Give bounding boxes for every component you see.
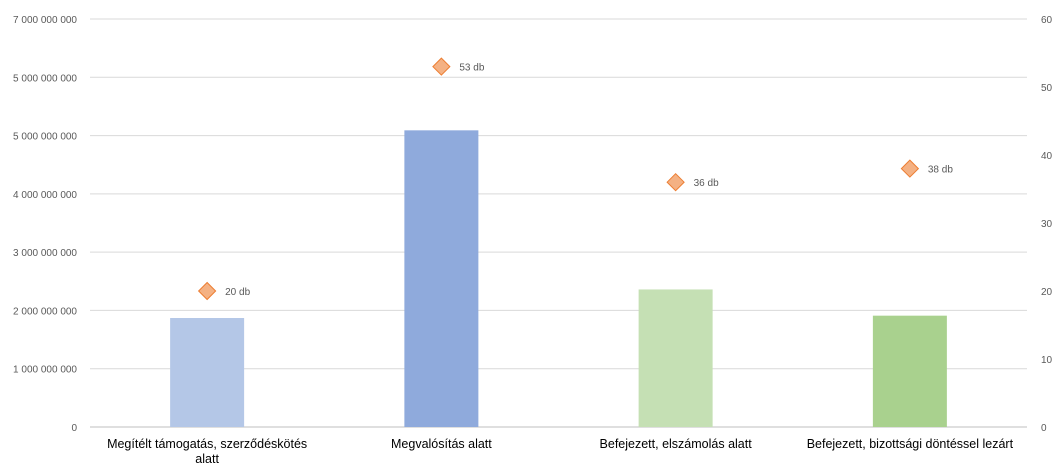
left-axis-tick-labels: 0 1 000 000 000 2 000 000 000 3 000 000 000…	[13, 15, 77, 434]
category-label-line: alatt	[195, 452, 219, 466]
bar	[872, 315, 947, 427]
category-label: Megítélt támogatás, szerződéskötés alatt	[107, 437, 307, 466]
right-axis-tick-label: 30	[1041, 219, 1053, 230]
category-label-line: Befejezett, bizottsági döntéssel lezárt	[807, 437, 1014, 451]
left-axis-tick-label: 2 000 000 000	[13, 306, 77, 317]
category-label-line: Befejezett, elszámolás alatt	[600, 437, 753, 451]
count-marker-label: 36 db	[694, 178, 719, 189]
left-axis-tick-label: 0	[71, 423, 77, 434]
right-axis-tick-labels: 0 10 20 30 40 50 60	[1041, 15, 1053, 434]
bar	[170, 318, 245, 427]
count-marker	[900, 159, 920, 178]
right-axis-tick-label: 20	[1041, 287, 1053, 298]
left-axis-tick-label: 5 000 000 000	[13, 73, 77, 84]
category-label-line: Megvalósítás alatt	[391, 437, 492, 451]
right-axis-tick-label: 40	[1041, 151, 1053, 162]
left-axis-tick-label: 5 000 000 000	[13, 132, 77, 143]
category-label: Befejezett, bizottsági döntéssel lezárt	[807, 437, 1014, 451]
count-marker	[666, 172, 685, 192]
count-marker	[432, 57, 451, 76]
bar	[638, 289, 713, 427]
gridlines	[90, 18, 1027, 428]
right-axis-tick-label: 60	[1041, 15, 1053, 26]
bar	[404, 130, 479, 427]
left-axis-tick-label: 4 000 000 000	[13, 190, 77, 201]
category-label: Megvalósítás alatt	[391, 437, 492, 451]
right-axis-tick-label: 0	[1041, 423, 1047, 434]
category-label: Befejezett, elszámolás alatt	[600, 437, 753, 451]
right-axis-tick-label: 50	[1041, 83, 1053, 94]
category-label-line: Megítélt támogatás, szerződéskötés	[107, 437, 307, 451]
bar-series	[170, 130, 947, 427]
count-markers	[197, 57, 920, 301]
left-axis-tick-label: 7 000 000 000	[13, 15, 77, 26]
count-marker-labels: 20 db 53 db 36 db 38 db	[225, 63, 953, 298]
count-marker-label: 20 db	[225, 287, 250, 298]
count-marker	[197, 281, 217, 301]
left-axis-tick-label: 3 000 000 000	[13, 248, 77, 259]
category-labels: Megítélt támogatás, szerződéskötés alattM…	[107, 437, 1014, 466]
count-marker-label: 53 db	[459, 63, 484, 74]
count-marker-label: 38 db	[928, 165, 953, 176]
left-axis-tick-label: 1 000 000 000	[13, 365, 77, 376]
right-axis-tick-label: 10	[1041, 355, 1053, 366]
